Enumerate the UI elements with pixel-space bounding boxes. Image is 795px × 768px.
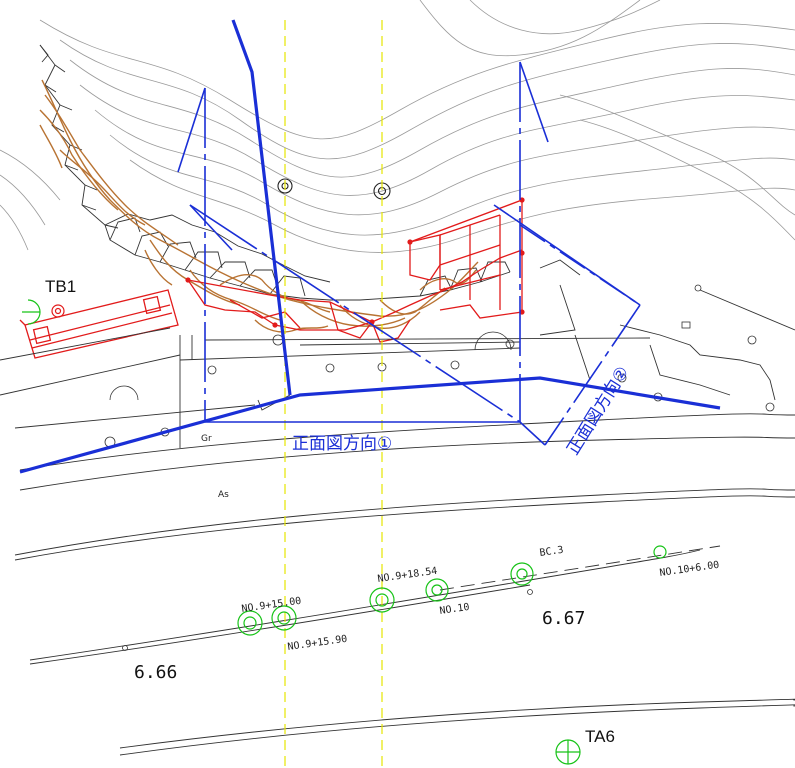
slope-blocks (39, 44, 511, 301)
section-lines (284, 20, 383, 768)
blue-frame-1 (177, 61, 549, 423)
label-as: As (218, 490, 229, 500)
failure-points (185, 197, 525, 328)
road-linework (0, 259, 795, 491)
centerline-dash (439, 545, 721, 591)
red-structure (19, 289, 179, 359)
label-sta-10-6-00: NO.10+6.00 (659, 560, 720, 579)
label-elev-right: 6.67 (542, 608, 585, 629)
label-front-view-2: 正面図方向② (563, 363, 633, 459)
green-points (22, 299, 667, 765)
label-sta-10: NO.10 (439, 602, 470, 617)
small-points (122, 589, 533, 651)
contour-lines (0, 0, 795, 253)
label-gr: Gr (201, 434, 212, 444)
blue-frame-2 (493, 204, 641, 446)
label-sta-915-00: NO.9+15.00 (241, 596, 302, 615)
label-sta-915-90: NO.9+15.90 (287, 634, 348, 653)
blue-thick-lines (19, 19, 721, 474)
label-sta-bc3: BC.3 (539, 545, 564, 559)
collapse-trace (39, 79, 479, 333)
tb1-mark (51, 304, 65, 318)
lower-road (14, 488, 795, 756)
label-elev-left: 6.66 (134, 662, 177, 683)
label-ta6: TA6 (585, 727, 615, 746)
label-tb1: TB1 (45, 277, 76, 296)
label-front-view-1: 正面図方向① (292, 434, 392, 454)
failure-outline (187, 199, 523, 343)
